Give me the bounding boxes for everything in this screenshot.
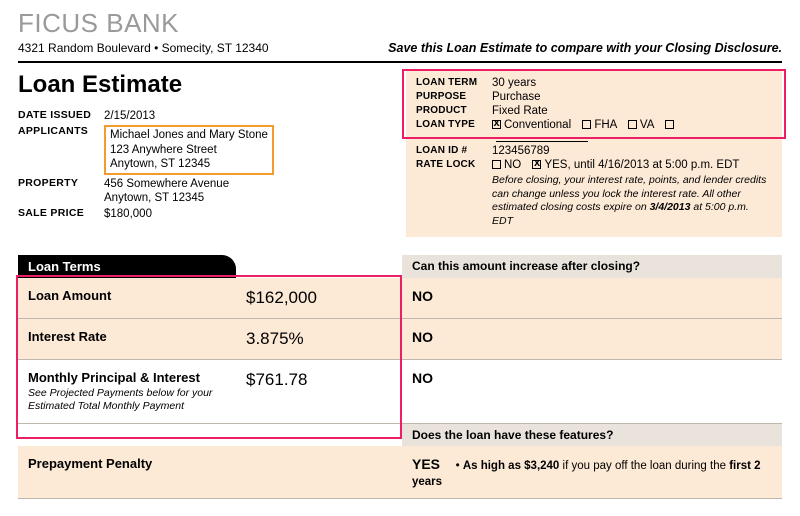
- page-title: Loan Estimate: [18, 71, 388, 99]
- row-monthly-pi: Monthly Principal & Interest See Project…: [18, 360, 782, 424]
- date-issued: 2/15/2013: [104, 109, 388, 123]
- checkbox-conventional: [492, 120, 501, 129]
- checkbox-va: [628, 120, 637, 129]
- date-issued-label: DATE ISSUED: [18, 109, 104, 121]
- checkbox-fha: [582, 120, 591, 129]
- loan-term: 30 years: [492, 77, 772, 89]
- monthly-pi-value: $761.78: [236, 360, 402, 423]
- loan-terms-heading: Loan Terms: [18, 255, 236, 278]
- monthly-pi-sub: See Projected Payments below for your Es…: [28, 387, 226, 413]
- property-label: PROPERTY: [18, 177, 104, 189]
- prepayment-label: Prepayment Penalty: [18, 446, 402, 498]
- prepayment-answer: YES • As high as $3,240 if you pay off t…: [402, 446, 782, 498]
- loan-type: Conventional FHA VA: [492, 119, 772, 143]
- loan-amount-answer: NO: [402, 278, 782, 318]
- loan-summary-box: LOAN TERM 30 years PURPOSE Purchase PROD…: [406, 71, 782, 237]
- interest-rate-answer: NO: [402, 319, 782, 359]
- rate-lock-note: Before closing, your interest rate, poin…: [416, 174, 772, 229]
- bank-name: FICUS BANK: [18, 8, 269, 39]
- property-line2: Anytown, ST 12345: [104, 192, 204, 204]
- checkbox-other: [665, 120, 674, 129]
- checkbox-ratelock-no: [492, 160, 501, 169]
- row-prepayment: Prepayment Penalty YES • As high as $3,2…: [18, 446, 782, 499]
- save-note: Save this Loan Estimate to compare with …: [388, 41, 782, 55]
- applicants-line1: Michael Jones and Mary Stone: [110, 129, 268, 141]
- applicants-line2: 123 Anywhere Street: [110, 144, 217, 156]
- loan-type-blank: [496, 141, 588, 142]
- monthly-pi-label: Monthly Principal & Interest: [28, 370, 226, 385]
- applicants-highlight: Michael Jones and Mary Stone 123 Anywher…: [104, 125, 274, 174]
- loan-id: 123456789: [492, 145, 772, 157]
- rate-lock-label: RATE LOCK: [416, 159, 492, 171]
- property-line1: 456 Somewhere Avenue: [104, 178, 229, 190]
- applicants-label: APPLICANTS: [18, 125, 104, 137]
- purpose-label: PURPOSE: [416, 91, 492, 103]
- divider: [18, 61, 782, 63]
- loan-amount-value: $162,000: [236, 278, 402, 318]
- interest-rate-label: Interest Rate: [18, 319, 236, 359]
- sale-price: $180,000: [104, 207, 388, 221]
- bank-address: 4321 Random Boulevard • Somecity, ST 123…: [18, 41, 269, 55]
- row-loan-amount: Loan Amount $162,000 NO: [18, 278, 782, 319]
- purpose: Purchase: [492, 91, 772, 103]
- checkbox-ratelock-yes: [532, 160, 541, 169]
- interest-rate-value: 3.875%: [236, 319, 402, 359]
- product: Fixed Rate: [492, 105, 772, 117]
- applicants-line3: Anytown, ST 12345: [110, 158, 210, 170]
- row-interest-rate: Interest Rate 3.875% NO: [18, 319, 782, 360]
- monthly-pi-answer: NO: [402, 360, 782, 423]
- loan-type-label: LOAN TYPE: [416, 119, 492, 143]
- rate-lock: NO YES, until 4/16/2013 at 5:00 p.m. EDT: [492, 159, 772, 171]
- loan-id-label: LOAN ID #: [416, 145, 492, 157]
- features-question: Does the loan have these features?: [402, 424, 782, 446]
- loan-term-label: LOAN TERM: [416, 77, 492, 89]
- increase-question: Can this amount increase after closing?: [402, 255, 782, 278]
- loan-amount-label: Loan Amount: [18, 278, 236, 318]
- sale-price-label: SALE PRICE: [18, 207, 104, 219]
- product-label: PRODUCT: [416, 105, 492, 117]
